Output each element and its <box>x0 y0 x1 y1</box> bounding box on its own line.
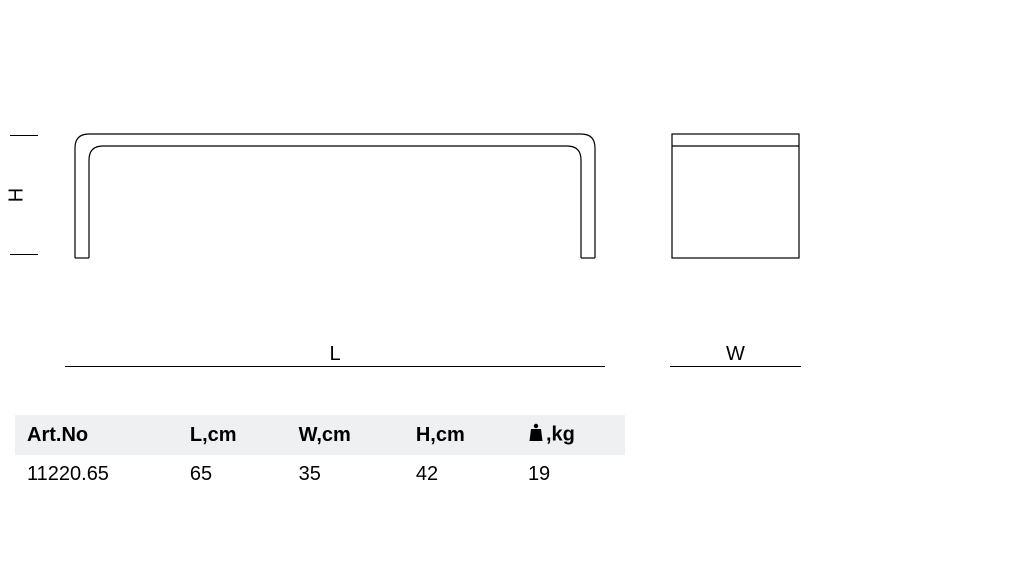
length-rule: L <box>65 335 605 367</box>
height-indicator: H <box>10 135 50 255</box>
cell-lcm: 65 <box>178 455 287 494</box>
cell-artno: 11220.65 <box>15 455 178 494</box>
w-line <box>670 366 801 367</box>
table-header-row: Art.No L,cm W,cm H,cm ,kg <box>15 415 625 455</box>
col-artno: Art.No <box>15 415 178 455</box>
w-label: W <box>670 343 801 366</box>
l-label: L <box>65 343 605 366</box>
cell-kg: 19 <box>516 455 625 494</box>
width-rule: W <box>670 335 801 367</box>
h-tick-top <box>10 135 38 136</box>
col-lcm: L,cm <box>178 415 287 455</box>
col-hcm: H,cm <box>404 415 516 455</box>
front-view-drawing <box>65 130 605 265</box>
col-kg-label: ,kg <box>546 423 575 445</box>
h-label: H <box>6 188 29 202</box>
col-kg: ,kg <box>516 415 625 455</box>
side-view-drawing <box>670 130 801 265</box>
spec-table: Art.No L,cm W,cm H,cm ,kg 11220.65 65 35… <box>15 415 625 494</box>
cell-hcm: 42 <box>404 455 516 494</box>
cell-wcm: 35 <box>287 455 404 494</box>
table-row: 11220.65 65 35 42 19 <box>15 455 625 494</box>
col-wcm: W,cm <box>287 415 404 455</box>
weight-icon <box>528 423 544 447</box>
h-tick-bottom <box>10 254 38 255</box>
l-line <box>65 366 605 367</box>
